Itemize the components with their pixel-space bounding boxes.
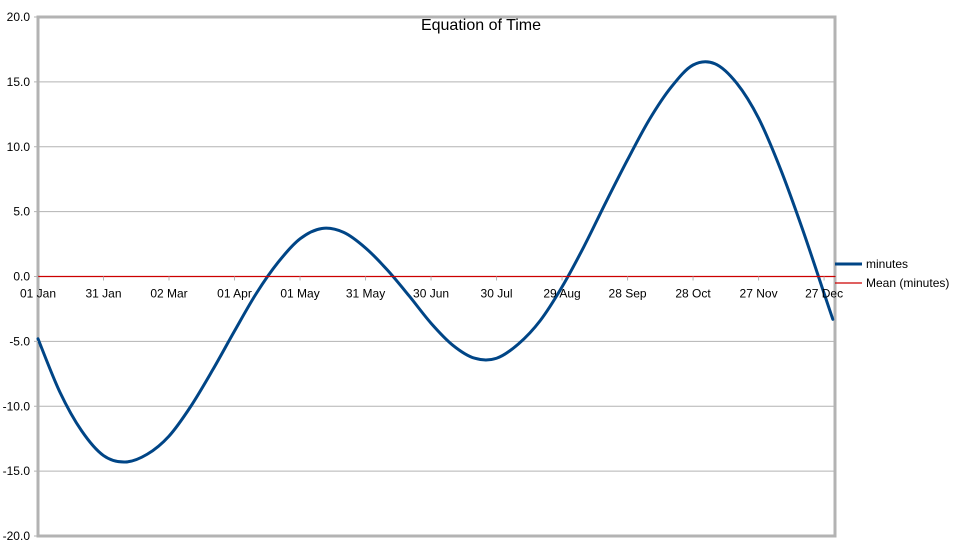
x-tick-label: 01 May	[280, 287, 319, 301]
y-tick-label: -5.0	[9, 334, 30, 348]
x-tick-label: 30 Jul	[481, 287, 513, 301]
chart-title: Equation of Time	[421, 17, 541, 34]
x-tick-label: 30 Jun	[413, 287, 449, 301]
legend-label-mean: Mean (minutes)	[866, 276, 949, 290]
legend-label-minutes: minutes	[866, 257, 908, 271]
series-line-minutes	[36, 60, 835, 464]
x-tick-label: 02 Mar	[150, 287, 187, 301]
x-tick-label: 01 Apr	[217, 287, 252, 301]
y-tick-label: -20.0	[3, 529, 31, 543]
x-tick-label: 28 Sep	[609, 287, 647, 301]
y-tick-label: 20.0	[7, 10, 31, 24]
y-tick-label: 5.0	[13, 205, 30, 219]
y-axis-ticks: 20.0 15.0 10.0 5.0 0.0 -5.0 -10.0 -15.0 -20.0	[3, 10, 38, 543]
x-axis-ticks: 01 Jan 31 Jan 02 Mar 01 Apr 01 May 31 May 30 J…	[20, 276, 843, 301]
y-tick-label: -15.0	[3, 464, 31, 478]
y-tick-label: 10.0	[7, 140, 31, 154]
y-tick-label: 0.0	[13, 270, 30, 284]
x-tick-label: 27 Dec	[805, 287, 843, 301]
x-tick-label: 29 Aug	[543, 287, 580, 301]
y-tick-label: 15.0	[7, 75, 31, 89]
x-tick-label: 31 Jan	[85, 287, 121, 301]
x-tick-label: 31 May	[346, 287, 385, 301]
y-tick-label: -10.0	[3, 399, 31, 413]
x-tick-label: 27 Nov	[740, 287, 778, 301]
legend: minutes Mean (minutes)	[835, 257, 949, 290]
x-tick-label: 28 Oct	[675, 287, 711, 301]
x-tick-label: 01 Jan	[20, 287, 56, 301]
series-lines	[36, 60, 836, 464]
